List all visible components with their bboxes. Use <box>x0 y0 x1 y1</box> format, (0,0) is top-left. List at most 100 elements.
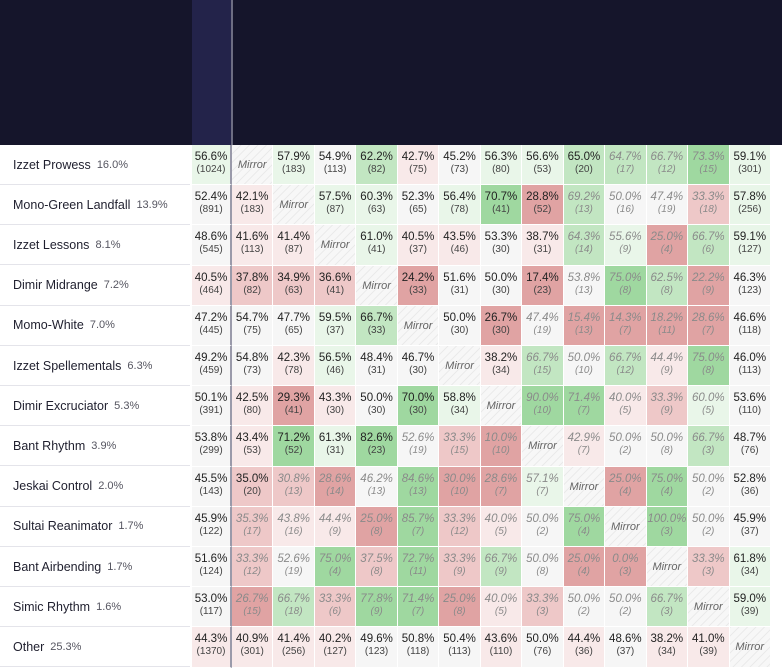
matchup-cell-bant-rhythm-vs-dimir-midrange[interactable]: 82.6% (23) <box>356 426 398 467</box>
matchup-cell-dimir-excruciator-vs-izzet-prowess[interactable]: 42.5% (80) <box>232 386 274 427</box>
row-header-bant-rhythm[interactable]: Bant Rhythm 3.9% <box>0 426 190 467</box>
matchup-cell-bant-rhythm-vs-bant-airbending[interactable]: 50.0% (8) <box>646 426 689 467</box>
matchup-cell-sultai-reanimator-vs-momo-white[interactable]: 85.7% (7) <box>397 506 440 547</box>
matchup-cell-jeskai-control-vs-dimir-midrange[interactable]: 46.2% (13) <box>356 466 398 507</box>
matchup-cell-dimir-midrange-vs-sultai-reanimator[interactable]: 75.0% (8) <box>605 265 647 306</box>
matchup-cell-bant-airbending-vs-mono-green-landfall[interactable]: 52.6% (19) <box>273 547 315 588</box>
matchup-cell-jeskai-control-vs-bant-rhythm[interactable]: 57.1% (7) <box>522 466 564 507</box>
matchup-cell-other-vs-simic-rhythm[interactable]: 41.0% (39) <box>688 627 730 668</box>
matchup-cell-bant-airbending-vs-simic-rhythm[interactable]: 33.3% (3) <box>688 547 730 588</box>
matchup-cell-izzet-lessons-vs-izzet-spellementals[interactable]: 43.5% (46) <box>439 225 481 266</box>
matchup-cell-other-vs-izzet-lessons[interactable]: 40.2% (127) <box>314 627 357 668</box>
matchup-cell-sultai-reanimator-vs-mono-green-landfall[interactable]: 43.8% (16) <box>273 506 315 547</box>
matchup-cell-other-vs-izzet-spellementals[interactable]: 50.4% (113) <box>439 627 481 668</box>
matchup-cell-dimir-midrange-vs-bant-rhythm[interactable]: 17.4% (23) <box>522 265 564 306</box>
matchup-cell-bant-rhythm-vs-momo-white[interactable]: 52.6% (19) <box>397 426 440 467</box>
matchup-cell-dimir-excruciator-vs-bant-airbending[interactable]: 33.3% (9) <box>646 386 689 427</box>
matchup-cell-dimir-excruciator-vs-izzet-lessons[interactable]: 43.3% (30) <box>314 386 357 427</box>
matchup-cell-bant-rhythm-vs-dimir-excruciator[interactable]: 10.0% (10) <box>480 426 523 467</box>
row-header-dimir-excruciator[interactable]: Dimir Excruciator 5.3% <box>0 386 190 427</box>
row-header-mono-green-landfall[interactable]: Mono-Green Landfall 13.9% <box>0 185 190 226</box>
matchup-cell-other-vs-izzet-prowess[interactable]: 40.9% (301) <box>232 627 274 668</box>
overall-cell[interactable]: 48.6% (545) <box>192 225 232 266</box>
row-header-izzet-prowess[interactable]: Izzet Prowess 16.0% <box>0 145 190 185</box>
matchup-cell-jeskai-control-vs-mono-green-landfall[interactable]: 30.8% (13) <box>273 466 315 507</box>
overall-cell[interactable]: 45.9% (122) <box>192 506 232 547</box>
matchup-cell-dimir-midrange-vs-simic-rhythm[interactable]: 22.2% (9) <box>688 265 730 306</box>
matchup-cell-jeskai-control-vs-bant-airbending[interactable]: 75.0% (4) <box>646 466 689 507</box>
matchup-cell-izzet-spellementals-vs-izzet-lessons[interactable]: 56.5% (46) <box>314 346 357 387</box>
matchup-cell-momo-white-vs-simic-rhythm[interactable]: 28.6% (7) <box>688 305 730 346</box>
matchup-cell-sultai-reanimator-vs-dimir-midrange[interactable]: 25.0% (8) <box>356 506 398 547</box>
matchup-cell-momo-white-vs-bant-rhythm[interactable]: 47.4% (19) <box>522 305 564 346</box>
matchup-cell-izzet-lessons-vs-dimir-midrange[interactable]: 61.0% (41) <box>356 225 398 266</box>
matchup-cell-izzet-prowess-vs-simic-rhythm[interactable]: 73.3% (15) <box>688 145 730 186</box>
matchup-cell-other-vs-dimir-midrange[interactable]: 49.6% (123) <box>356 627 398 668</box>
matchup-cell-other-vs-bant-airbending[interactable]: 38.2% (34) <box>646 627 689 668</box>
matchup-cell-jeskai-control-vs-simic-rhythm[interactable]: 50.0% (2) <box>688 466 730 507</box>
matchup-cell-bant-rhythm-vs-izzet-prowess[interactable]: 43.4% (53) <box>232 426 274 467</box>
matchup-cell-jeskai-control-vs-dimir-excruciator[interactable]: 28.6% (7) <box>480 466 523 507</box>
matchup-cell-izzet-lessons-vs-izzet-lessons[interactable]: Mirror <box>314 225 357 266</box>
matchup-cell-mono-green-landfall-vs-other[interactable]: 57.8% (256) <box>729 185 771 226</box>
matchup-cell-izzet-lessons-vs-bant-rhythm[interactable]: 38.7% (31) <box>522 225 564 266</box>
matchup-cell-jeskai-control-vs-izzet-prowess[interactable]: 35.0% (20) <box>232 466 274 507</box>
overall-cell[interactable]: 44.3% (1370) <box>192 627 232 668</box>
matchup-cell-jeskai-control-vs-sultai-reanimator[interactable]: 25.0% (4) <box>605 466 647 507</box>
matchup-cell-momo-white-vs-other[interactable]: 46.6% (118) <box>729 305 771 346</box>
matchup-cell-simic-rhythm-vs-bant-rhythm[interactable]: 33.3% (3) <box>522 587 564 628</box>
matchup-cell-mono-green-landfall-vs-sultai-reanimator[interactable]: 50.0% (16) <box>605 185 647 226</box>
matchup-cell-sultai-reanimator-vs-izzet-spellementals[interactable]: 33.3% (12) <box>439 506 481 547</box>
matchup-cell-dimir-excruciator-vs-simic-rhythm[interactable]: 60.0% (5) <box>688 386 730 427</box>
overall-cell[interactable]: 47.2% (445) <box>192 305 232 346</box>
matchup-cell-sultai-reanimator-vs-izzet-prowess[interactable]: 35.3% (17) <box>232 506 274 547</box>
matchup-cell-dimir-excruciator-vs-dimir-excruciator[interactable]: Mirror <box>480 386 523 427</box>
matchup-cell-dimir-midrange-vs-izzet-prowess[interactable]: 37.8% (82) <box>232 265 274 306</box>
matchup-cell-bant-airbending-vs-other[interactable]: 61.8% (34) <box>729 547 771 588</box>
matchup-cell-momo-white-vs-izzet-spellementals[interactable]: 50.0% (30) <box>439 305 481 346</box>
matchup-cell-other-vs-mono-green-landfall[interactable]: 41.4% (256) <box>273 627 315 668</box>
matchup-cell-izzet-spellementals-vs-jeskai-control[interactable]: 50.0% (10) <box>563 346 606 387</box>
matchup-cell-bant-airbending-vs-dimir-excruciator[interactable]: 66.7% (9) <box>480 547 523 588</box>
matchup-cell-simic-rhythm-vs-dimir-excruciator[interactable]: 40.0% (5) <box>480 587 523 628</box>
matchup-cell-sultai-reanimator-vs-sultai-reanimator[interactable]: Mirror <box>605 506 647 547</box>
matchup-cell-momo-white-vs-bant-airbending[interactable]: 18.2% (11) <box>646 305 689 346</box>
matchup-cell-bant-airbending-vs-momo-white[interactable]: 72.7% (11) <box>397 547 440 588</box>
matchup-cell-izzet-spellementals-vs-sultai-reanimator[interactable]: 66.7% (12) <box>605 346 647 387</box>
matchup-cell-simic-rhythm-vs-izzet-lessons[interactable]: 33.3% (6) <box>314 587 357 628</box>
overall-cell[interactable]: 51.6% (124) <box>192 547 232 588</box>
overall-cell[interactable]: 53.0% (117) <box>192 587 232 628</box>
matchup-cell-izzet-spellementals-vs-izzet-prowess[interactable]: 54.8% (73) <box>232 346 274 387</box>
matchup-cell-other-vs-momo-white[interactable]: 50.8% (118) <box>397 627 440 668</box>
matchup-cell-izzet-lessons-vs-jeskai-control[interactable]: 64.3% (14) <box>563 225 606 266</box>
matchup-cell-sultai-reanimator-vs-izzet-lessons[interactable]: 44.4% (9) <box>314 506 357 547</box>
matchup-cell-dimir-midrange-vs-momo-white[interactable]: 24.2% (33) <box>397 265 440 306</box>
matchup-cell-izzet-spellementals-vs-izzet-spellementals[interactable]: Mirror <box>439 346 481 387</box>
matchup-cell-bant-airbending-vs-bant-airbending[interactable]: Mirror <box>646 547 689 588</box>
matchup-cell-bant-rhythm-vs-mono-green-landfall[interactable]: 71.2% (52) <box>273 426 315 467</box>
matchup-cell-dimir-excruciator-vs-other[interactable]: 53.6% (110) <box>729 386 771 427</box>
matchup-cell-momo-white-vs-dimir-excruciator[interactable]: 26.7% (30) <box>480 305 523 346</box>
matchup-cell-izzet-prowess-vs-mono-green-landfall[interactable]: 57.9% (183) <box>273 145 315 186</box>
matchup-cell-mono-green-landfall-vs-izzet-prowess[interactable]: 42.1% (183) <box>232 185 274 226</box>
matchup-cell-izzet-lessons-vs-mono-green-landfall[interactable]: 41.4% (87) <box>273 225 315 266</box>
matchup-cell-momo-white-vs-dimir-midrange[interactable]: 66.7% (33) <box>356 305 398 346</box>
matchup-cell-momo-white-vs-sultai-reanimator[interactable]: 14.3% (7) <box>605 305 647 346</box>
matchup-cell-dimir-midrange-vs-izzet-lessons[interactable]: 36.6% (41) <box>314 265 357 306</box>
matchup-cell-dimir-midrange-vs-other[interactable]: 46.3% (123) <box>729 265 771 306</box>
matchup-cell-bant-rhythm-vs-simic-rhythm[interactable]: 66.7% (3) <box>688 426 730 467</box>
matchup-cell-dimir-midrange-vs-izzet-spellementals[interactable]: 51.6% (31) <box>439 265 481 306</box>
matchup-cell-other-vs-sultai-reanimator[interactable]: 48.6% (37) <box>605 627 647 668</box>
matchup-cell-bant-airbending-vs-izzet-prowess[interactable]: 33.3% (12) <box>232 547 274 588</box>
row-header-izzet-lessons[interactable]: Izzet Lessons 8.1% <box>0 225 190 266</box>
matchup-cell-izzet-prowess-vs-bant-airbending[interactable]: 66.7% (12) <box>646 145 689 186</box>
matchup-cell-simic-rhythm-vs-bant-airbending[interactable]: 66.7% (3) <box>646 587 689 628</box>
matchup-cell-dimir-midrange-vs-bant-airbending[interactable]: 62.5% (8) <box>646 265 689 306</box>
matchup-cell-izzet-spellementals-vs-dimir-excruciator[interactable]: 38.2% (34) <box>480 346 523 387</box>
matchup-cell-sultai-reanimator-vs-dimir-excruciator[interactable]: 40.0% (5) <box>480 506 523 547</box>
row-header-other[interactable]: Other 25.3% <box>0 627 190 668</box>
matchup-cell-simic-rhythm-vs-jeskai-control[interactable]: 50.0% (2) <box>563 587 606 628</box>
matchup-cell-mono-green-landfall-vs-bant-rhythm[interactable]: 28.8% (52) <box>522 185 564 226</box>
matchup-cell-dimir-midrange-vs-dimir-midrange[interactable]: Mirror <box>356 265 398 306</box>
matchup-cell-other-vs-other[interactable]: Mirror <box>729 627 771 668</box>
